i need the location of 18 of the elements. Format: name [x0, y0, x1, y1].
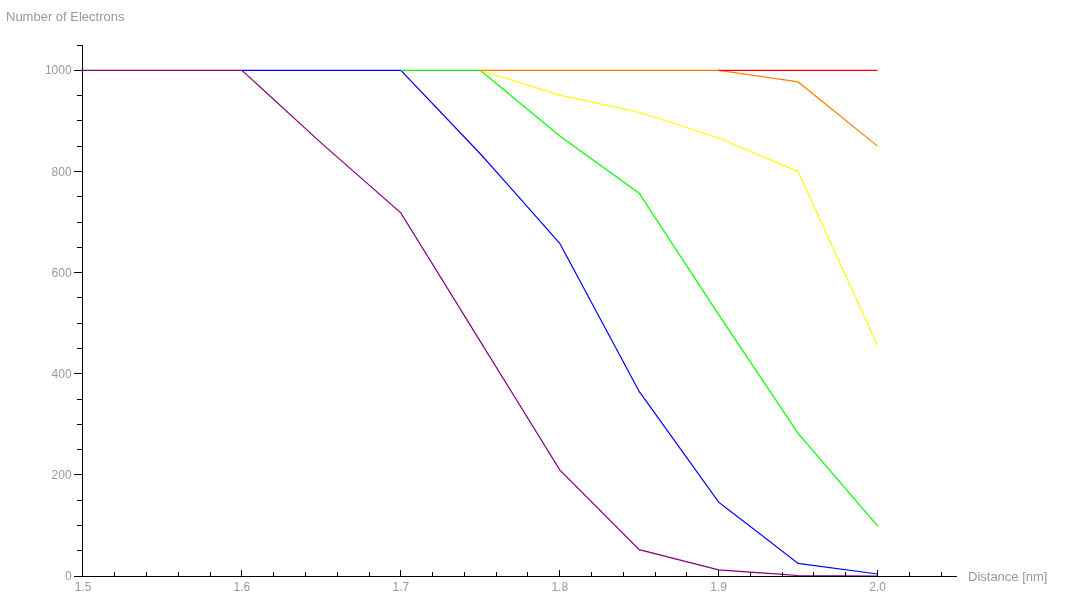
- y-axis-title: Number of Electrons: [6, 9, 125, 24]
- line-series: [83, 69, 879, 576]
- x-tick-label: 2.0: [869, 580, 887, 595]
- x-tick-label: 1.8: [551, 580, 569, 595]
- line-series: [241, 69, 879, 575]
- y-tick-label: 200: [51, 468, 72, 483]
- line-series: [479, 69, 879, 346]
- y-tick-label: 0: [64, 569, 72, 584]
- line-series: [400, 69, 879, 527]
- y-tick-label: 1000: [44, 63, 72, 78]
- x-tick-label: 1.6: [233, 580, 251, 595]
- y-tick-label: 800: [51, 164, 72, 179]
- x-tick-label: 1.9: [710, 580, 728, 595]
- x-tick-label: 1.5: [74, 580, 92, 595]
- x-tick-label: 1.7: [392, 580, 410, 595]
- y-tick-label: 600: [51, 265, 72, 280]
- x-axis-title: Distance [nm]: [968, 569, 1048, 584]
- y-tick-label: 400: [51, 366, 72, 381]
